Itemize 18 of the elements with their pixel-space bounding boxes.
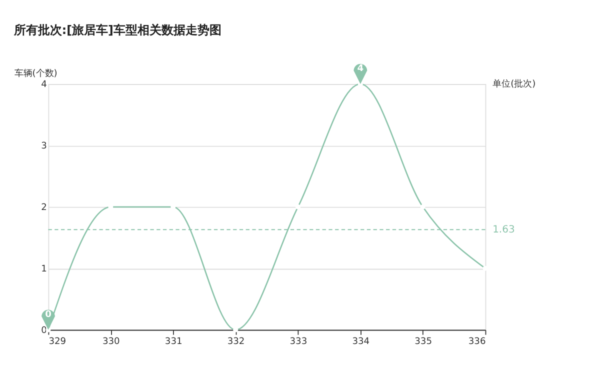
y-tick-label: 0 [41, 326, 48, 336]
ref-line-label: 1.63 [492, 224, 515, 236]
x-tick-label: 332 [227, 336, 245, 347]
y-tick-label: 4 [41, 80, 48, 90]
annotation: 4 [357, 64, 364, 74]
x-tick-label: 335 [414, 336, 432, 347]
y-tick-label: 3 [41, 142, 48, 152]
x-tick-label: 330 [102, 336, 120, 347]
x-tick-label: 334 [352, 336, 370, 347]
x-tick-label: 336 [468, 336, 486, 347]
y-tick-label: 1 [41, 264, 47, 275]
x-tick-label: 331 [164, 336, 182, 347]
x-tick-label: 333 [290, 336, 308, 347]
x-axis-title: 单位(批次) [492, 78, 536, 90]
y-axis-title: 车辆(个数) [14, 68, 58, 79]
x-tick-label: 329 [48, 336, 66, 347]
y-tick-label: 2 [41, 203, 47, 214]
chart-title: 所有批次:[旅居车]车型相关数据走势图 [12, 22, 222, 37]
